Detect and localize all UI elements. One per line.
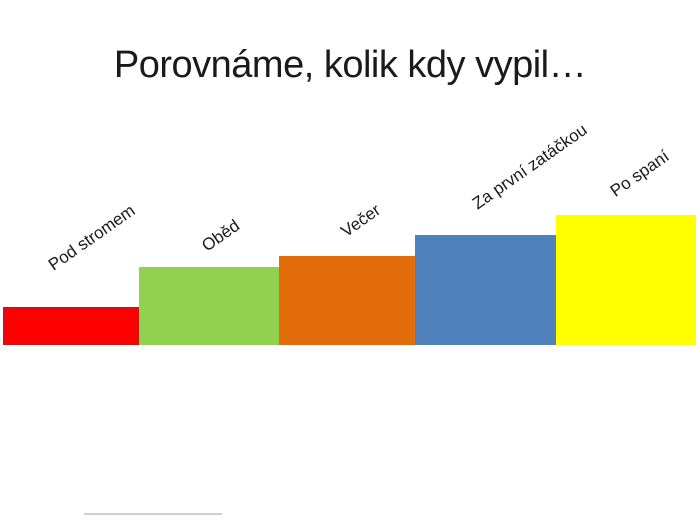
bar-label-2: Oběd: [198, 215, 244, 256]
bar-label-4: Za první zatáčkou: [468, 120, 591, 214]
bar-1: [3, 307, 139, 345]
slide-title: Porovnáme, kolik kdy vypil…: [113, 44, 587, 86]
partial-shape-top-edge: [84, 513, 222, 515]
bar-3: [279, 256, 415, 345]
bar-label-5: Po spaní: [606, 146, 673, 201]
bar-4: [415, 235, 556, 345]
bar-label-3: Večer: [337, 200, 384, 241]
bar-2: [139, 267, 279, 345]
bar-5: [556, 215, 696, 345]
bar-label-1: Pod stromem: [44, 200, 139, 275]
